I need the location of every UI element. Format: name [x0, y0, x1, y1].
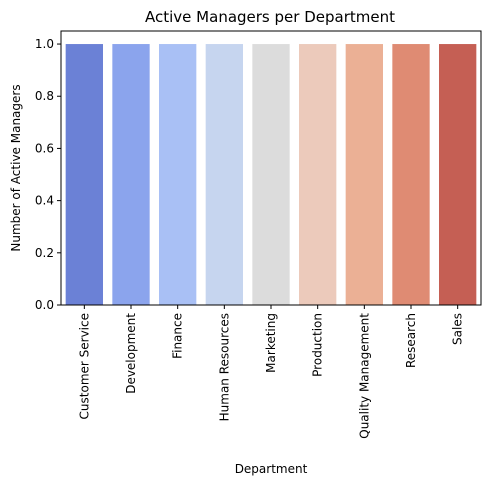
chart-title: Active Managers per Department [145, 8, 395, 26]
x-tick-label-4: Marketing [264, 313, 278, 373]
x-tick-label-7: Research [404, 313, 418, 368]
x-axis: Customer Service Development Finance Human … [77, 305, 465, 439]
y-tick-label-4: 0.8 [35, 89, 54, 103]
y-tick-label-2: 0.4 [35, 194, 54, 208]
plot-frame [60, 30, 482, 306]
y-tick-label-1: 0.2 [35, 246, 54, 260]
bar-6 [345, 44, 383, 306]
y-tick-label-3: 0.6 [35, 141, 54, 155]
x-tick-label-6: Quality Management [357, 313, 371, 439]
y-tick-label-5: 1.0 [35, 37, 54, 51]
bars-group [65, 44, 477, 306]
bar-8 [439, 44, 477, 306]
bar-1 [112, 44, 150, 306]
bar-4 [252, 44, 290, 306]
y-axis-label: Number of Active Managers [9, 84, 23, 251]
x-axis-label: Department [235, 462, 308, 476]
bar-0 [65, 44, 103, 306]
y-tick-label-0: 0.0 [35, 298, 54, 312]
x-tick-label-1: Development [124, 313, 138, 394]
bar-3 [205, 44, 243, 306]
x-tick-label-2: Finance [171, 313, 185, 359]
x-tick-label-0: Customer Service [77, 313, 91, 419]
x-tick-label-5: Production [311, 313, 325, 377]
bar-7 [392, 44, 430, 306]
bar-2 [159, 44, 197, 306]
y-axis: 0.0 0.2 0.4 0.6 0.8 1.0 [35, 37, 61, 312]
bar-5 [299, 44, 337, 306]
x-tick-label-3: Human Resources [217, 313, 231, 421]
x-tick-label-8: Sales [451, 313, 465, 345]
